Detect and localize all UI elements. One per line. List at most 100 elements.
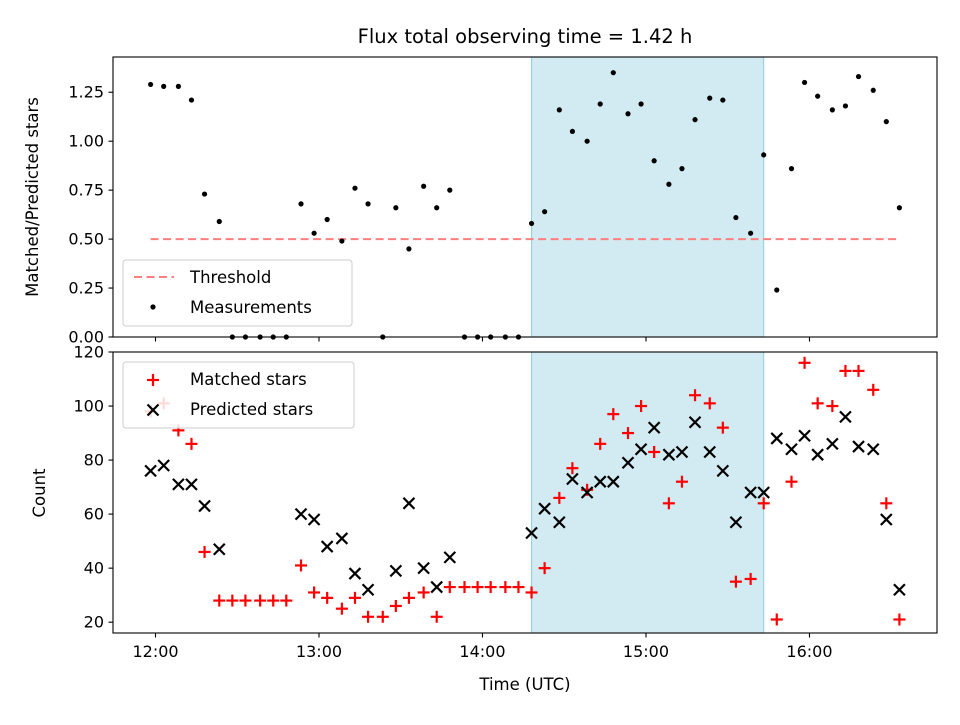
observing-time-span xyxy=(531,56,765,338)
measurement-point xyxy=(707,95,713,101)
measurement-point xyxy=(311,230,317,236)
predicted-stars-point xyxy=(852,440,865,453)
predicted-stars-point xyxy=(157,459,170,472)
measurement-point xyxy=(161,83,167,89)
matched-stars-point xyxy=(362,610,375,623)
measurement-point xyxy=(720,97,726,103)
count-x-tick-label: 13:00 xyxy=(296,642,342,661)
matched-stars-point xyxy=(402,591,415,604)
matched-stars-legend-swatch xyxy=(147,374,159,386)
ratio-y-ticks: 0.00 0.25 0.50 0.75 1.00 1.25 xyxy=(68,83,113,347)
measurement-point xyxy=(801,79,808,86)
measurement-point xyxy=(188,97,195,103)
measurements-legend-label: Measurements xyxy=(190,298,312,317)
measurement-point xyxy=(339,238,345,244)
predicted-stars-point xyxy=(389,564,403,578)
count-x-tick-label: 14:00 xyxy=(459,642,505,661)
matched-stars-point xyxy=(417,586,430,599)
measurement-point xyxy=(870,87,876,93)
matched-stars-point xyxy=(757,497,770,510)
matched-stars-point xyxy=(484,581,497,594)
measurement-point xyxy=(774,287,780,293)
matched-stars-point xyxy=(239,594,252,607)
matched-stars-point xyxy=(716,421,729,434)
measurement-point xyxy=(584,138,590,144)
predicted-stars-point xyxy=(361,583,375,597)
measurement-point xyxy=(447,187,453,193)
matched-stars-point xyxy=(499,581,512,594)
observing-time-span xyxy=(531,351,765,634)
measurement-point xyxy=(201,191,208,197)
matched-stars-point xyxy=(185,437,198,450)
measurement-points xyxy=(148,70,902,340)
measurement-point xyxy=(761,152,767,158)
predicted-stars-point xyxy=(621,456,635,470)
matched-stars-legend-label: Matched stars xyxy=(190,370,307,389)
ratio-y-tick-label: 1.25 xyxy=(68,83,104,102)
matched-stars-point xyxy=(798,356,811,369)
matched-stars-point xyxy=(295,559,308,572)
matched-stars-point xyxy=(376,610,389,623)
matched-stars-point xyxy=(538,562,551,575)
matched-stars-point xyxy=(308,586,321,599)
matched-stars-point xyxy=(893,613,906,626)
measurement-point xyxy=(692,117,698,123)
measurement-point xyxy=(829,107,835,113)
predicted-stars-point xyxy=(430,580,443,594)
count-axes-frame xyxy=(112,351,938,634)
ratio-y-tick-label: 0.00 xyxy=(68,328,104,347)
predicted-stars-point xyxy=(525,526,538,540)
predicted-stars-point xyxy=(675,445,689,459)
measurement-point xyxy=(542,209,548,215)
predicted-stars-point xyxy=(893,583,906,597)
count-x-ticks: 12:00 13:00 14:00 15:00 16:00 xyxy=(132,633,833,661)
predicted-stars-point xyxy=(757,486,770,499)
count-x-tick-label: 16:00 xyxy=(786,642,832,661)
matched-stars-point xyxy=(321,591,334,604)
matched-stars-point xyxy=(635,400,648,413)
measurement-point xyxy=(666,181,672,187)
matched-stars-point xyxy=(280,594,293,607)
measurement-point xyxy=(625,111,631,117)
matched-stars-point xyxy=(512,581,525,594)
matched-stars-point xyxy=(525,586,538,599)
predicted-stars-point xyxy=(580,486,594,499)
matched-stars-point xyxy=(213,594,226,607)
count-panel: 20 40 60 80 100 120 12:00 13:00 14:00 15:00 16:00… xyxy=(30,343,938,694)
measurement-point xyxy=(896,205,902,211)
matched-stars-point xyxy=(852,364,865,377)
ratio-y-tick-label: 1.00 xyxy=(68,132,104,151)
x-axis-label: Time (UTC) xyxy=(478,675,570,694)
measurement-point xyxy=(748,230,754,236)
matched-stars-point xyxy=(553,491,566,504)
predicted-stars-point xyxy=(634,442,648,456)
predicted-stars-point xyxy=(172,478,185,491)
matched-stars-point xyxy=(443,581,456,594)
measurement-point xyxy=(855,73,862,80)
ratio-legend: Threshold Measurements xyxy=(122,259,353,327)
predicted-stars-point xyxy=(443,551,457,564)
matched-stars-point xyxy=(471,581,484,594)
ratio-y-tick-label: 0.50 xyxy=(68,230,104,249)
count-legend: Matched stars Predicted stars xyxy=(122,361,355,429)
measurement-point xyxy=(352,185,358,191)
count-y-tick-label: 20 xyxy=(84,613,104,632)
measurement-point xyxy=(788,166,795,172)
measurement-point xyxy=(148,81,154,88)
matched-stars-point xyxy=(648,445,661,458)
measurement-point xyxy=(610,70,616,76)
count-legend-box xyxy=(122,361,355,429)
count-y-ticks: 20 40 60 80 100 120 xyxy=(73,343,113,632)
measurement-point xyxy=(406,246,412,252)
matched-stars-point xyxy=(607,408,620,421)
measurement-point xyxy=(324,216,330,223)
measurement-point xyxy=(434,205,440,211)
matched-stars-point xyxy=(622,427,634,440)
predicted-stars-point xyxy=(826,437,839,451)
ratio-y-axis-label: Matched/Predicted stars xyxy=(23,97,42,297)
predicted-stars-point xyxy=(198,499,211,513)
predicted-stars-point xyxy=(417,561,430,575)
matched-stars-point xyxy=(254,594,267,607)
predicted-stars-point xyxy=(770,432,784,445)
predicted-stars-legend-label: Predicted stars xyxy=(190,400,313,419)
